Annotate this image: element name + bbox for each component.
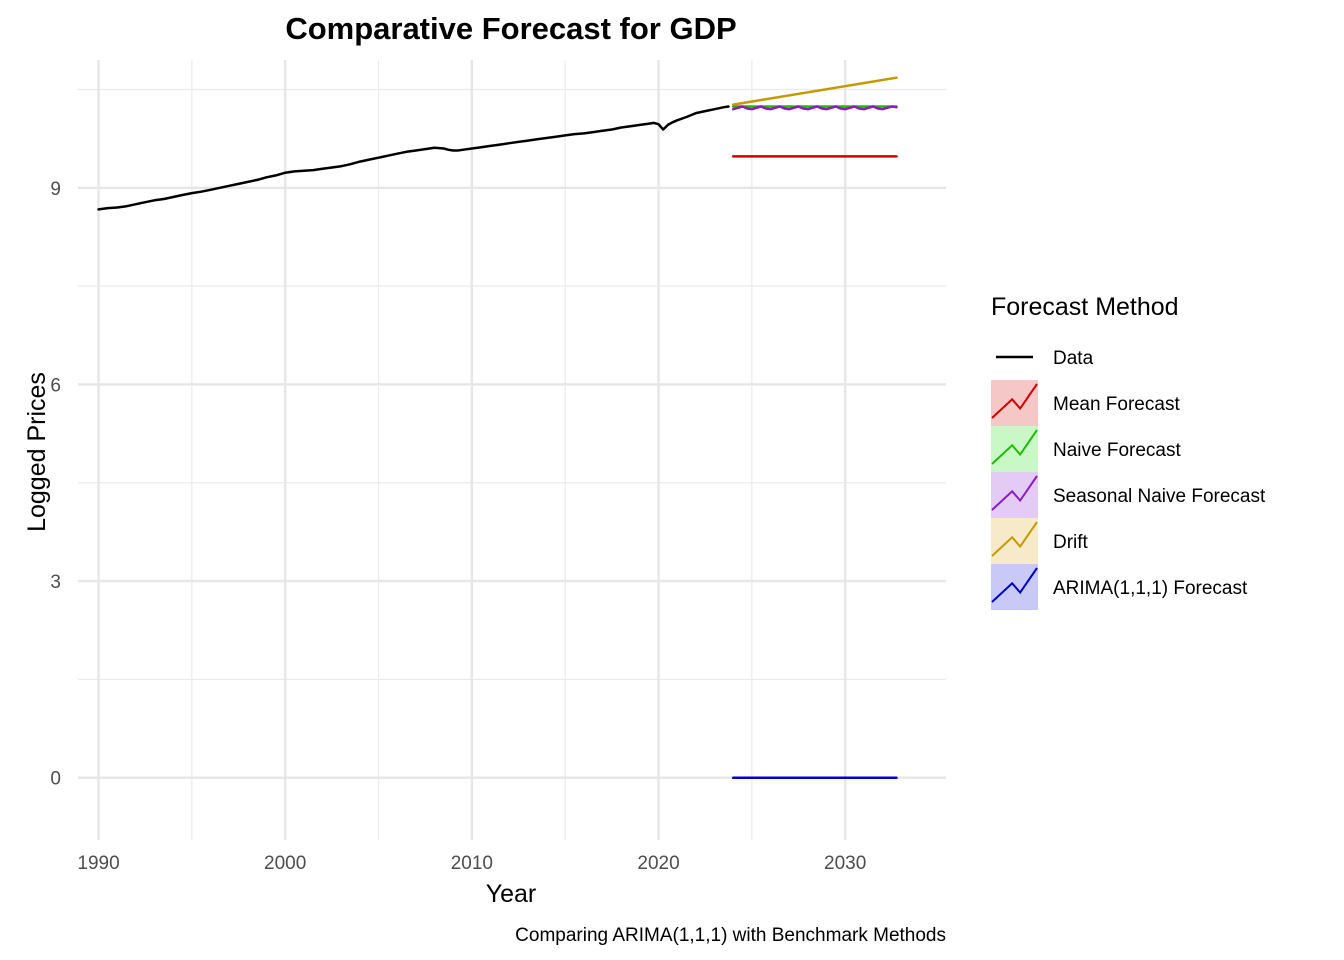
y-axis-title: Logged Prices bbox=[23, 372, 51, 532]
series-line-seasonal-naive-forecast bbox=[731, 105, 898, 111]
y-tick-label: 9 bbox=[50, 179, 61, 200]
legend-key-line-drift bbox=[991, 521, 1038, 557]
legend-label-mean-forecast: Mean Forecast bbox=[1053, 394, 1180, 415]
x-tick-label: 2000 bbox=[264, 853, 306, 874]
x-tick-label: 1990 bbox=[77, 853, 119, 874]
y-tick-labels: 0 3 6 9 bbox=[50, 179, 61, 790]
legend-label-data: Data bbox=[1053, 348, 1094, 369]
legend-label-naive-forecast: Naive Forecast bbox=[1053, 440, 1181, 461]
chart-title: Comparative Forecast for GDP bbox=[285, 11, 736, 46]
x-tick-labels: 1990 2000 2010 2020 2030 bbox=[77, 853, 866, 874]
minor-gridlines bbox=[78, 60, 946, 840]
x-tick-label: 2010 bbox=[451, 853, 493, 874]
legend-label-drift: Drift bbox=[1053, 532, 1089, 553]
major-gridlines bbox=[78, 60, 946, 840]
legend-label-seasonal-naive-forecast: Seasonal Naive Forecast bbox=[1053, 486, 1266, 507]
series-line-data bbox=[97, 105, 730, 211]
y-tick-label: 0 bbox=[50, 769, 61, 790]
series-layer bbox=[97, 76, 898, 779]
x-tick-label: 2030 bbox=[824, 853, 866, 874]
legend: Forecast Method Data Mean Forecast Naive F… bbox=[991, 293, 1266, 610]
series-line-drift bbox=[731, 76, 898, 106]
legend-key-line-arima-1-1-1-forecast bbox=[991, 567, 1038, 603]
x-tick-label: 2020 bbox=[637, 853, 679, 874]
chart-caption: Comparing ARIMA(1,1,1) with Benchmark Me… bbox=[515, 925, 946, 946]
legend-title: Forecast Method bbox=[991, 293, 1179, 321]
legend-label-arima-1-1-1-forecast: ARIMA(1,1,1) Forecast bbox=[1053, 578, 1248, 599]
legend-key-line-seasonal-naive-forecast bbox=[991, 475, 1038, 511]
y-tick-label: 3 bbox=[50, 572, 61, 593]
legend-key-line-mean-forecast bbox=[991, 383, 1038, 419]
y-tick-label: 6 bbox=[50, 375, 61, 396]
legend-key-line-naive-forecast bbox=[991, 429, 1038, 465]
x-axis-title: Year bbox=[486, 880, 537, 908]
